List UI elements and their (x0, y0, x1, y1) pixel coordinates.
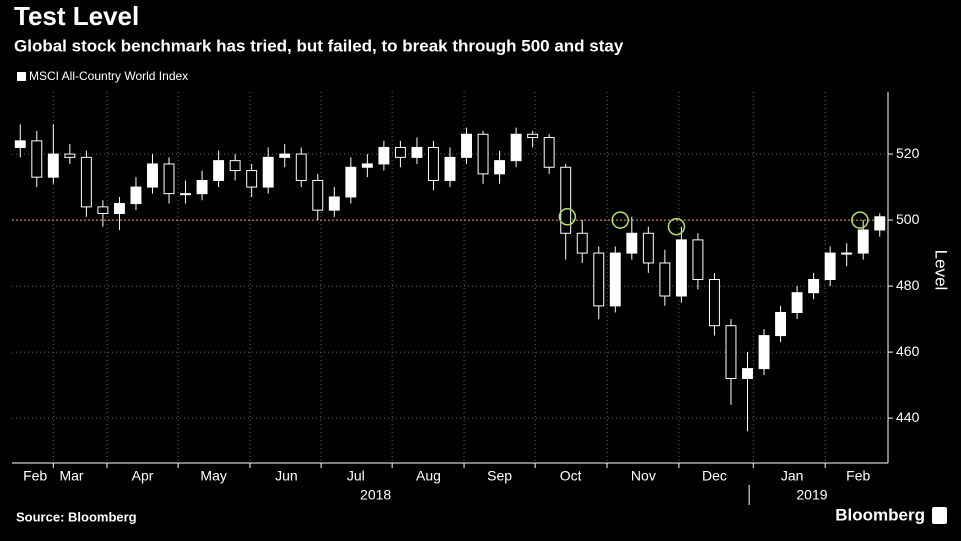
x-tick-label: Oct (560, 468, 582, 484)
candle-body (659, 262, 671, 297)
candle-body (576, 232, 588, 254)
candle-body (494, 160, 506, 175)
y-axis-label: Level (932, 250, 951, 291)
brand: Bloomberg (835, 505, 925, 524)
candle-body (725, 325, 737, 380)
candle-body (97, 206, 109, 214)
year-label: 2019 (796, 487, 827, 503)
candle-body (808, 278, 820, 294)
y-tick-label: 500 (896, 211, 920, 227)
candle-body (692, 239, 704, 280)
candle-body (113, 203, 125, 214)
candle-body (742, 368, 753, 380)
candle-body (147, 163, 158, 188)
candle-body (527, 133, 539, 139)
y-tick-label: 440 (896, 409, 920, 425)
candle-body (229, 160, 241, 172)
candle-body (560, 166, 572, 234)
y-tick-label: 480 (896, 277, 920, 293)
x-tick-label: Aug (416, 468, 441, 484)
candle-body (80, 156, 92, 208)
x-tick-label: Feb (846, 468, 870, 484)
candle-body (593, 252, 605, 307)
x-tick-label: May (200, 468, 226, 484)
chart-title: Test Level (14, 1, 139, 31)
candle-body (708, 278, 720, 327)
x-tick-label: Nov (631, 468, 656, 484)
candle-body (31, 140, 43, 178)
candle-body (841, 252, 853, 255)
candle-body (477, 133, 489, 175)
brand-icon (932, 507, 947, 524)
x-tick-label: Jan (781, 468, 804, 484)
candle-body (461, 133, 472, 158)
highlight-circle (558, 208, 577, 226)
candle-body (295, 153, 307, 181)
highlight-circle (611, 211, 629, 229)
chart-subtitle: Global stock benchmark has tried, but fa… (14, 36, 624, 55)
candle-body (213, 160, 225, 181)
candle-body (543, 137, 555, 168)
source: Source: Bloomberg (16, 509, 137, 524)
x-tick-label: Jun (275, 468, 298, 484)
candle-body (758, 335, 770, 370)
candle-body (328, 196, 340, 211)
candle-body (857, 229, 869, 254)
candle-body (180, 193, 192, 196)
candle-body (345, 166, 357, 198)
candle-body (196, 179, 208, 195)
x-tick-label: Dec (702, 468, 727, 484)
candle-body (246, 170, 258, 188)
y-tick-label: 520 (896, 145, 920, 161)
candle-body (64, 153, 76, 158)
x-tick-label: Feb (23, 468, 47, 484)
legend-swatch (17, 72, 26, 81)
candle-body (444, 156, 456, 181)
candle-body (130, 186, 142, 205)
candle-body (394, 146, 406, 158)
candle-body (312, 179, 324, 211)
candle-body (262, 156, 274, 188)
candle-body (626, 232, 638, 254)
candle-body (510, 133, 522, 162)
highlight-circle (667, 217, 686, 236)
candle-body (824, 252, 836, 280)
candle-body (47, 153, 59, 178)
candle-body (675, 239, 687, 297)
candle-body (14, 140, 26, 148)
candle-body (775, 311, 787, 337)
x-tick-label: Mar (59, 468, 83, 484)
candle-body (874, 216, 886, 231)
candle-body (642, 232, 654, 264)
candle-body (411, 146, 423, 158)
x-tick-label: Sep (487, 468, 512, 484)
candle-body (361, 163, 373, 168)
candle-body (279, 153, 291, 158)
x-tick-label: Apr (132, 468, 154, 484)
candle-body (378, 146, 390, 165)
candle-body (609, 252, 621, 307)
x-tick-label: Jul (347, 468, 365, 484)
candle-body (428, 146, 439, 181)
candle-body (163, 163, 175, 195)
highlight-circle (851, 211, 869, 229)
legend-label: MSCI All-Country World Index (29, 69, 188, 83)
year-label: 2018 (360, 487, 391, 503)
y-tick-label: 460 (896, 343, 920, 359)
candle-body (791, 292, 803, 313)
